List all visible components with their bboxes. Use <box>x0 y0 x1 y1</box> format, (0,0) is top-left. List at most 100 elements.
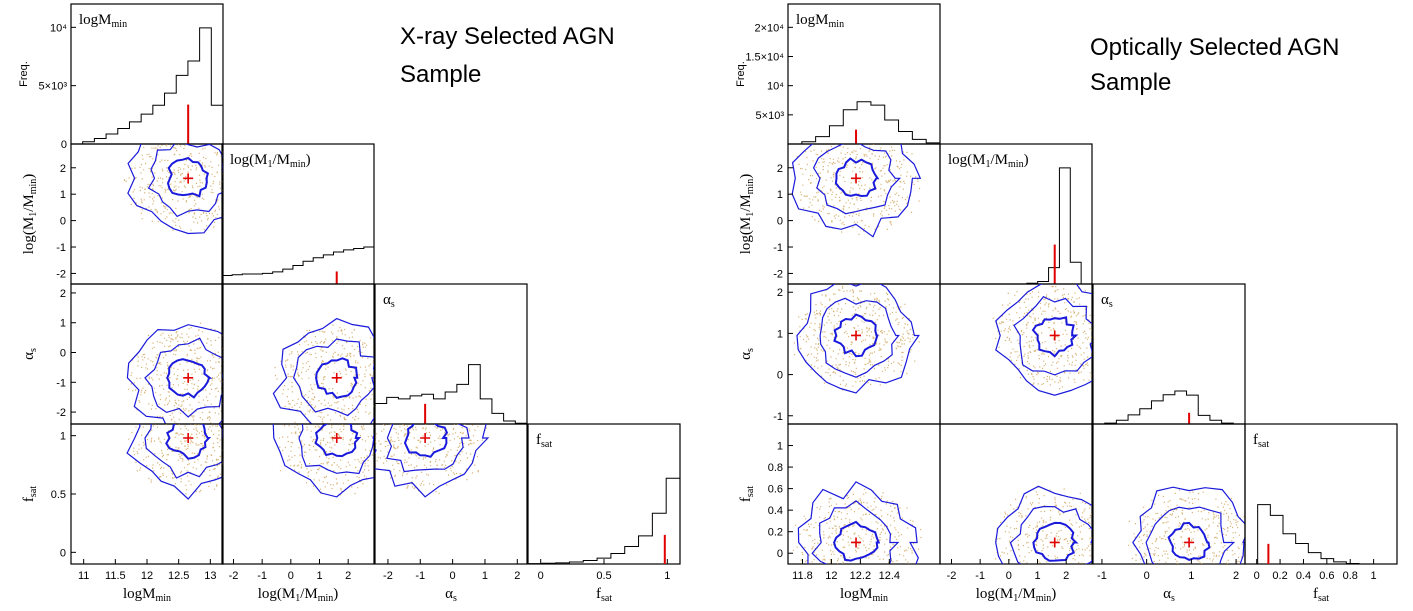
contour-line <box>1132 486 1245 564</box>
y-tick-label: 2×10⁴ <box>754 22 784 34</box>
y-tick-label: 0.8 <box>768 462 783 474</box>
panel-frame <box>1092 423 1246 565</box>
panel-frame <box>787 143 941 285</box>
x-tick-label: 2 <box>1063 570 1069 582</box>
panel-2-2: αs <box>374 283 528 425</box>
x-tick-label: 1 <box>316 570 322 582</box>
contour-line <box>165 424 212 460</box>
contour-line <box>811 500 900 564</box>
y-tick-label: 10⁴ <box>767 81 784 93</box>
contour-line <box>833 313 879 358</box>
scatter-layer <box>375 424 490 498</box>
histogram-bar <box>1245 504 1397 565</box>
x-tick-label: -1 <box>415 570 425 582</box>
contour-line <box>298 424 374 475</box>
subscript: s <box>28 348 39 352</box>
panel-1-0: -2 -1 0 1 2 log(M1/Mmin) <box>21 143 224 285</box>
y-tick-label: 0 <box>777 216 783 228</box>
x-tick-label: 1 <box>1371 570 1377 582</box>
sample-points <box>274 424 374 496</box>
panel-label: logMmin <box>79 12 127 30</box>
subscript: min <box>28 179 39 195</box>
y-tick-label: 10⁴ <box>50 22 67 34</box>
best-fit-marker <box>331 433 342 443</box>
best-fit-marker <box>851 173 862 184</box>
subscript: min <box>829 19 845 30</box>
subscript: min <box>1008 159 1024 170</box>
x-tick-label: 0.5 <box>596 570 611 582</box>
x-axis-label: αs <box>445 586 457 604</box>
corner-plot-xray: logMmin05×10³10⁴Freq.-2-1012log(M1/Mmin)… <box>18 3 681 604</box>
contour-line <box>126 424 223 500</box>
y-tick-label: 1 <box>60 318 66 330</box>
contour-line <box>127 144 223 235</box>
scatter-layer <box>126 322 223 424</box>
x-tick-label: -2 <box>229 570 239 582</box>
subscript: min <box>155 593 171 604</box>
contour-line <box>995 284 1092 396</box>
best-fit-marker <box>331 372 342 383</box>
subscript: s <box>745 348 756 352</box>
panel-frame <box>374 283 528 425</box>
x-tick-label: 11.8 <box>792 570 813 582</box>
panel-frame <box>70 423 224 565</box>
best-fit-marker <box>183 372 194 383</box>
x-tick-label: 12.2 <box>850 570 871 582</box>
label-suffix: /M <box>738 194 754 212</box>
contour-line <box>272 317 374 424</box>
scatter-layer <box>793 284 920 394</box>
subscript: s <box>1109 299 1113 310</box>
panel-3-2: -1 0 1 2 αs <box>1092 423 1246 604</box>
y-tick-label: 0 <box>60 216 66 228</box>
panel-0-0: logMmin 5×10³ 10⁴ 1.5×10⁴ 2×10⁴ Freq. <box>735 3 941 145</box>
x-tick-label: 13 <box>204 570 216 582</box>
label-suffix: ) <box>1051 586 1056 602</box>
subscript: sat <box>541 439 552 450</box>
subscript: sat <box>1258 439 1269 450</box>
sample-points <box>995 486 1092 564</box>
contour-line <box>1009 505 1092 564</box>
y-tick-label: 0 <box>60 547 66 559</box>
x-axis-label: log(M1/Mmin) <box>258 586 339 604</box>
y-tick-label: 0.6 <box>768 484 783 496</box>
x-axis-label: log(M1/Mmin) <box>976 586 1057 604</box>
x-tick-label: 12.4 <box>879 570 900 582</box>
panel-3-3: fsat 0 0.5 1 fsat <box>527 423 681 604</box>
x-axis-label: fsat <box>596 586 612 604</box>
y-tick-label: 5×10³ <box>39 81 68 93</box>
y-tick-label: 2 <box>60 288 66 300</box>
x-tick-label: 12.5 <box>168 570 189 582</box>
y-tick-label: 0 <box>777 548 783 560</box>
panel-frame <box>1092 283 1246 425</box>
x-tick-label: 0.8 <box>1343 570 1358 582</box>
histogram-bar <box>527 477 681 565</box>
x-tick-label: 11 <box>78 570 89 582</box>
x-tick-label: -1 <box>975 570 985 582</box>
x-tick-label: 1 <box>1188 570 1194 582</box>
y-tick-label: 2 <box>777 287 783 299</box>
y-tick-label: 0.4 <box>768 505 783 517</box>
y-tick-label: 1 <box>60 189 66 201</box>
histogram-bar <box>788 101 941 145</box>
label-suffix: /M <box>273 152 291 168</box>
scatter-layer <box>992 284 1092 396</box>
contour-line <box>144 424 223 479</box>
title-line-2: Sample <box>1090 69 1171 96</box>
y-tick-label: -2 <box>773 268 783 280</box>
panel-1-1: log(M1/Mmin) <box>221 143 375 285</box>
x-axis-label: αs <box>1163 586 1175 604</box>
title-line-1: X-ray Selected AGN <box>400 23 615 50</box>
subscript: 1 <box>295 593 300 604</box>
panel-3-0: 11 11.5 12 12.5 13 logMmin 0 0.5 1 fsat <box>21 423 224 604</box>
y-axis-label: αs <box>738 348 756 360</box>
contour-line <box>1145 506 1236 564</box>
panel-label: fsat <box>536 432 552 450</box>
contour-line <box>796 284 920 394</box>
y-tick-label: 0 <box>61 139 67 151</box>
scatter-layer <box>995 485 1092 564</box>
subscript: s <box>391 299 395 310</box>
contour-line <box>819 297 900 378</box>
panel-frame <box>939 423 1093 565</box>
x-tick-label: -1 <box>257 570 267 582</box>
x-tick-label: 0 <box>1144 570 1150 582</box>
